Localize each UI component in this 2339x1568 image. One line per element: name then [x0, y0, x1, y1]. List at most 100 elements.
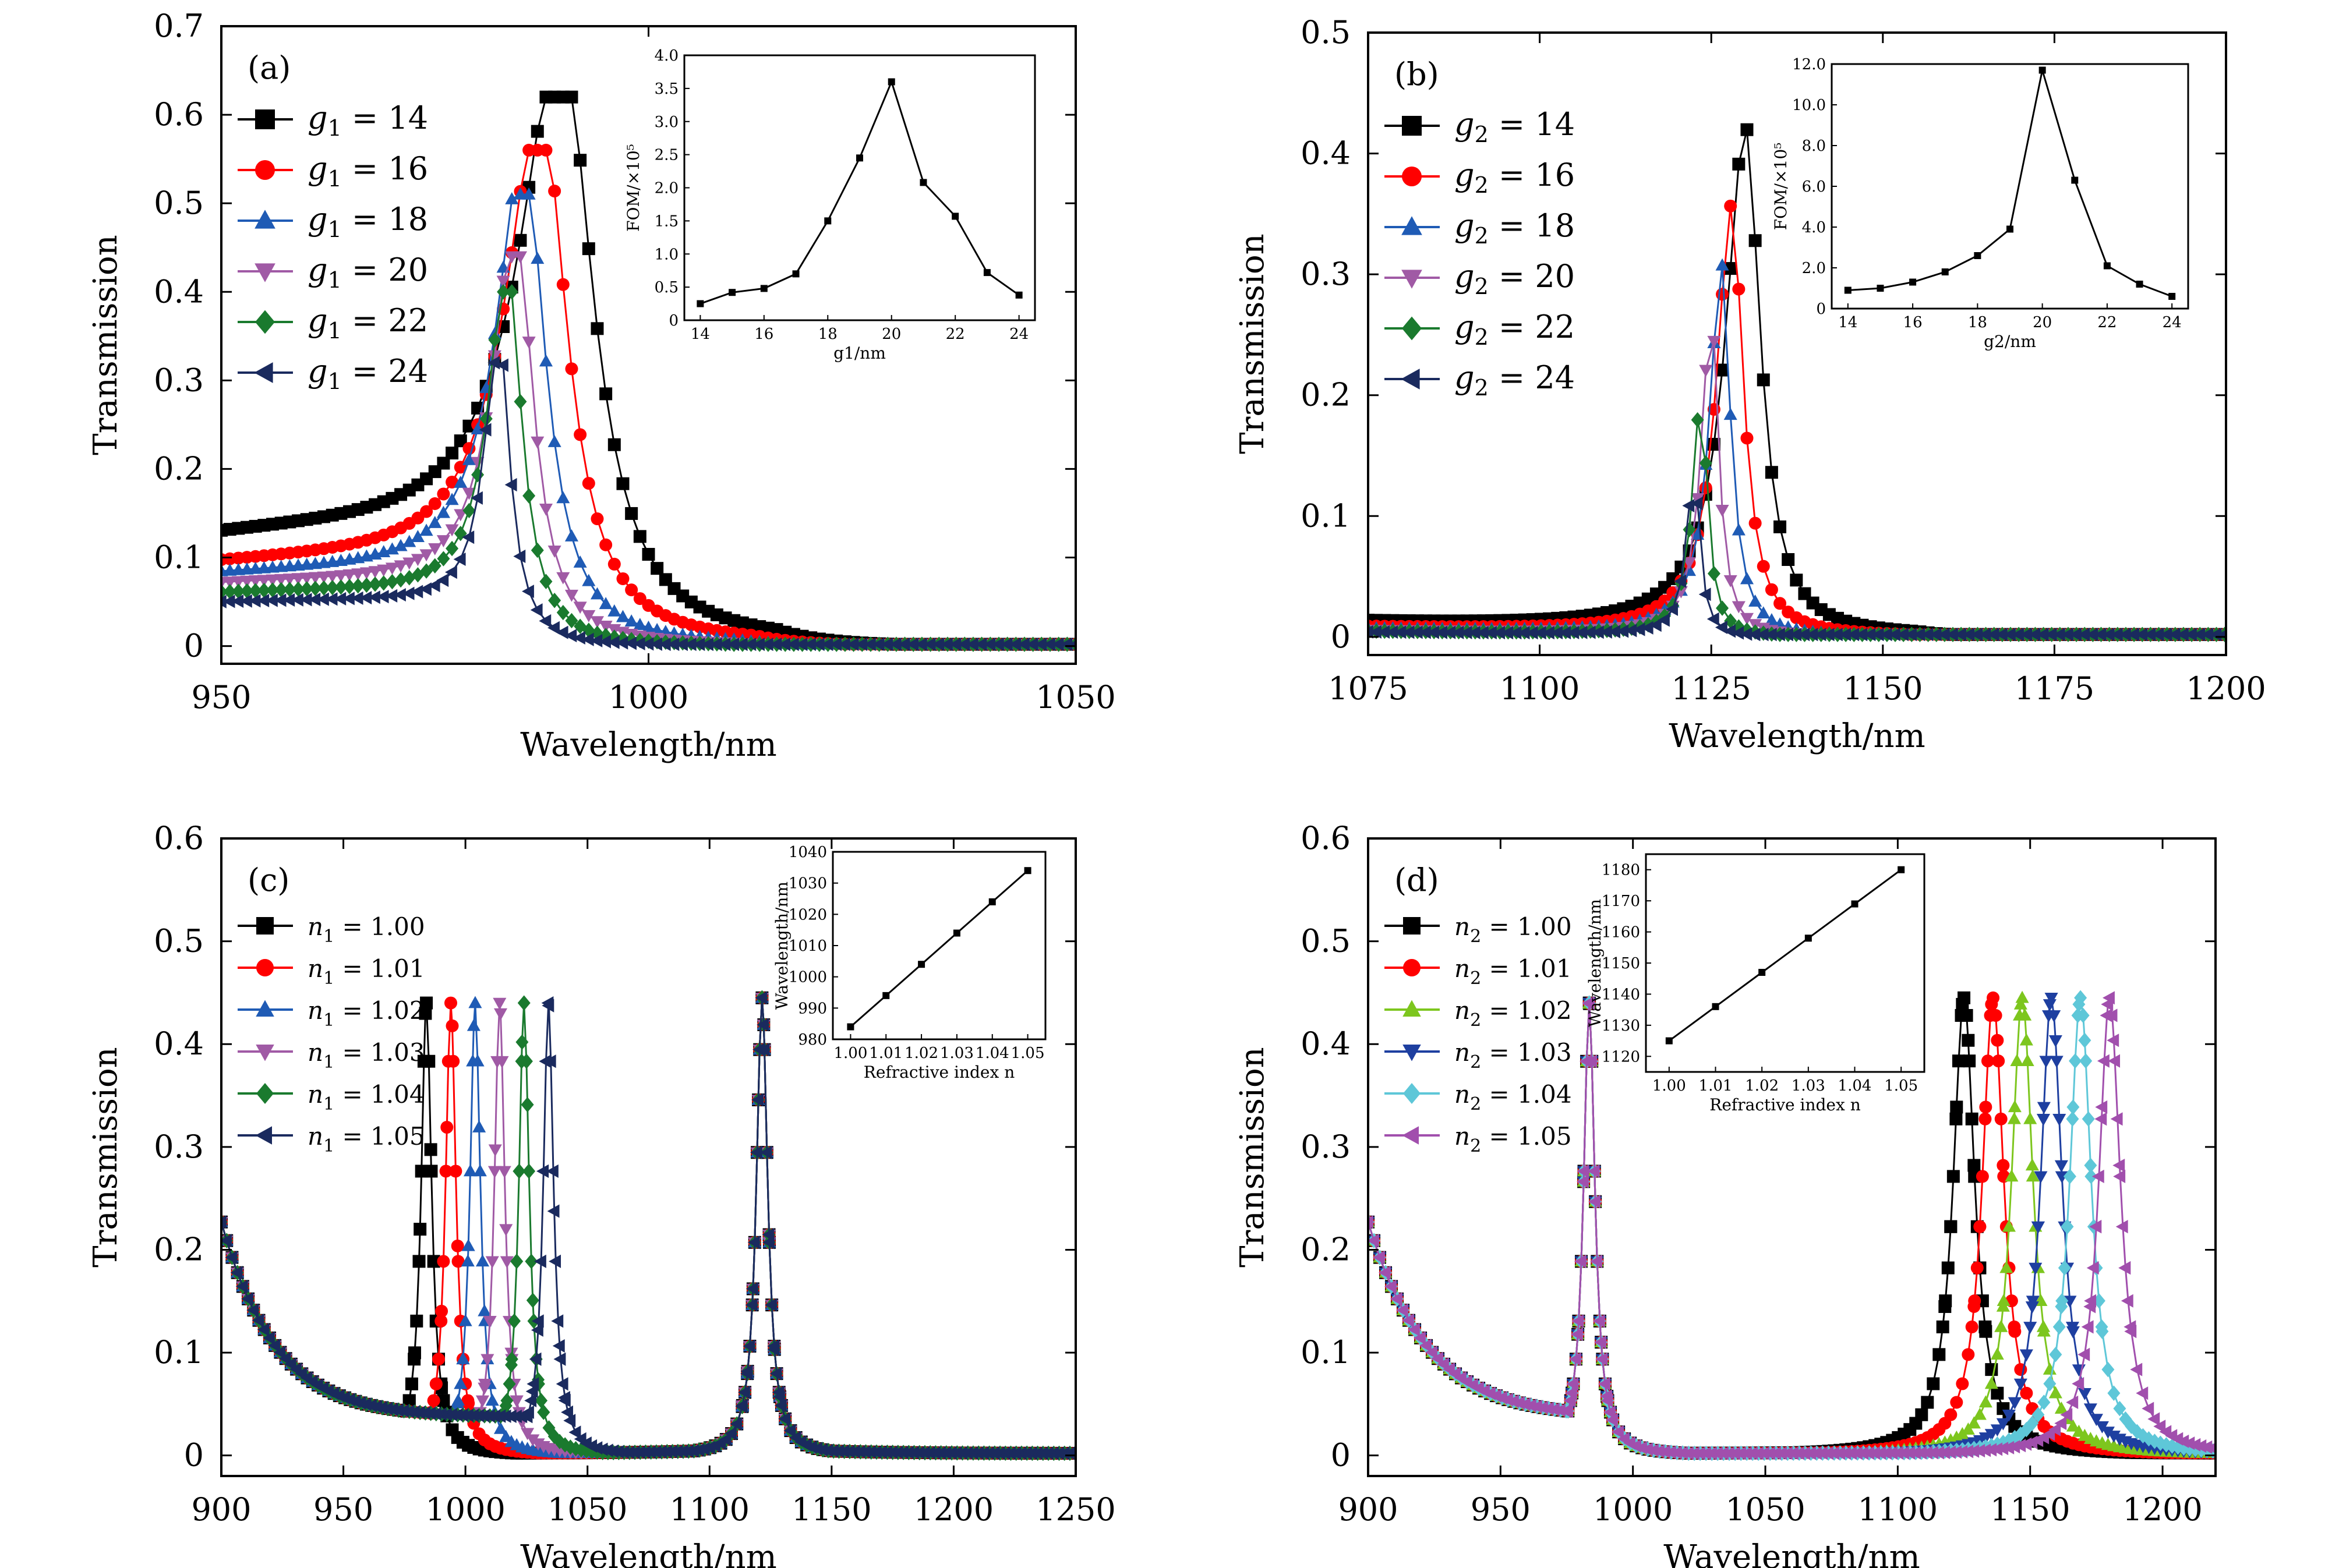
data-point	[2188, 1438, 2201, 1452]
x-axis-label: Wavelength/nm	[1663, 1538, 1920, 1568]
data-point	[2079, 1053, 2093, 1069]
data-point	[2008, 1397, 2022, 1410]
data-point	[359, 591, 372, 605]
data-point	[420, 505, 433, 518]
data-point	[493, 1008, 508, 1021]
data-point	[1973, 1220, 1987, 1233]
legend-label: g2 = 22	[1454, 309, 1575, 350]
data-point	[2077, 1347, 2090, 1361]
inset-chart: 0 0.5 1.0 1.5 2.0 2.5 3.0 3.5 4.0 14 16 18 20 22 24 g1/…	[624, 47, 1036, 363]
data-point	[595, 1442, 608, 1456]
data-point	[2069, 1053, 2082, 1069]
data-point	[1984, 1443, 1997, 1457]
data-point	[1518, 1397, 1531, 1411]
data-point	[2037, 1324, 2051, 1337]
data-point	[1962, 1348, 1975, 1361]
inset-point	[1877, 285, 1884, 292]
data-point	[385, 542, 399, 555]
data-point	[531, 436, 545, 449]
inset-point	[1851, 900, 1859, 908]
data-point	[881, 637, 893, 652]
inset-point	[1804, 935, 1812, 942]
y-tick-label: 0.6	[154, 96, 204, 133]
data-point	[1992, 1054, 2005, 1068]
series-line	[1368, 419, 2225, 636]
data-point	[472, 1120, 486, 1132]
data-point	[549, 1254, 561, 1268]
data-point	[2094, 1112, 2107, 1126]
data-point	[1395, 1303, 1408, 1317]
x-tick-label: 950	[1471, 1491, 1531, 1528]
data-point	[342, 569, 356, 582]
data-point	[1724, 262, 1737, 275]
y-tick-label: 0.2	[154, 1231, 204, 1268]
legend-sub: 1	[323, 968, 334, 989]
inset-point	[988, 898, 996, 905]
data-point	[2049, 1347, 2062, 1362]
data-point	[222, 594, 235, 608]
legend-label: n1 = 1.00	[308, 912, 425, 947]
data-point	[402, 1404, 415, 1418]
data-point	[2066, 1099, 2080, 1115]
data-point	[496, 275, 510, 288]
series-6	[1368, 497, 2226, 642]
inset-point	[729, 289, 736, 296]
data-point	[1740, 627, 1753, 641]
data-point	[2044, 628, 2057, 642]
data-point	[1598, 1377, 1610, 1391]
data-point	[1592, 1314, 1605, 1328]
legend-marker	[256, 1083, 274, 1104]
legend-marker	[255, 263, 275, 282]
data-point	[1435, 625, 1448, 639]
inset-point	[824, 217, 832, 225]
data-point	[701, 637, 713, 652]
data-point	[479, 411, 493, 427]
data-point	[1888, 628, 1900, 642]
y-tick-label: 0.3	[154, 362, 204, 398]
data-point	[1839, 628, 1851, 642]
data-point	[2115, 1220, 2128, 1234]
data-point	[1606, 1413, 1618, 1427]
data-point	[1765, 466, 1778, 479]
data-point	[2052, 1319, 2066, 1335]
legend-marker	[255, 310, 275, 334]
data-point	[2160, 628, 2172, 642]
data-point	[774, 1399, 787, 1413]
data-point	[692, 1443, 705, 1457]
data-point	[2201, 628, 2214, 642]
data-point	[2113, 1400, 2126, 1417]
legend-eq: = 1.00	[1481, 912, 1571, 941]
data-point	[446, 475, 459, 489]
data-point	[625, 583, 638, 597]
data-point	[1913, 628, 1925, 642]
data-point	[471, 456, 485, 469]
data-point	[1871, 628, 1884, 642]
data-point	[563, 1414, 576, 1428]
data-point	[2054, 1401, 2068, 1414]
data-point	[1658, 1445, 1670, 1459]
data-point	[531, 252, 545, 264]
data-point	[2054, 1160, 2068, 1173]
data-point	[513, 1163, 526, 1179]
data-point	[1952, 1054, 1965, 1068]
inset-y-tick-label: 3.0	[655, 114, 679, 131]
data-point	[500, 1256, 514, 1269]
data-point	[522, 187, 536, 200]
legend-eq: = 1.04	[334, 1080, 425, 1109]
data-point	[437, 551, 450, 567]
data-point	[590, 587, 605, 600]
inset-y-tick-label: 1030	[789, 875, 827, 893]
inset-point	[2168, 293, 2176, 300]
data-point	[2020, 1386, 2033, 1400]
data-point	[1740, 431, 1754, 445]
data-point	[872, 637, 885, 652]
inset-x-tick-label: 18	[1968, 314, 1987, 331]
data-point	[2026, 1169, 2040, 1182]
data-point	[485, 1256, 499, 1269]
data-point	[420, 563, 433, 579]
data-point	[1368, 1234, 1379, 1248]
inset-point	[983, 269, 991, 277]
data-point	[1691, 493, 1705, 505]
